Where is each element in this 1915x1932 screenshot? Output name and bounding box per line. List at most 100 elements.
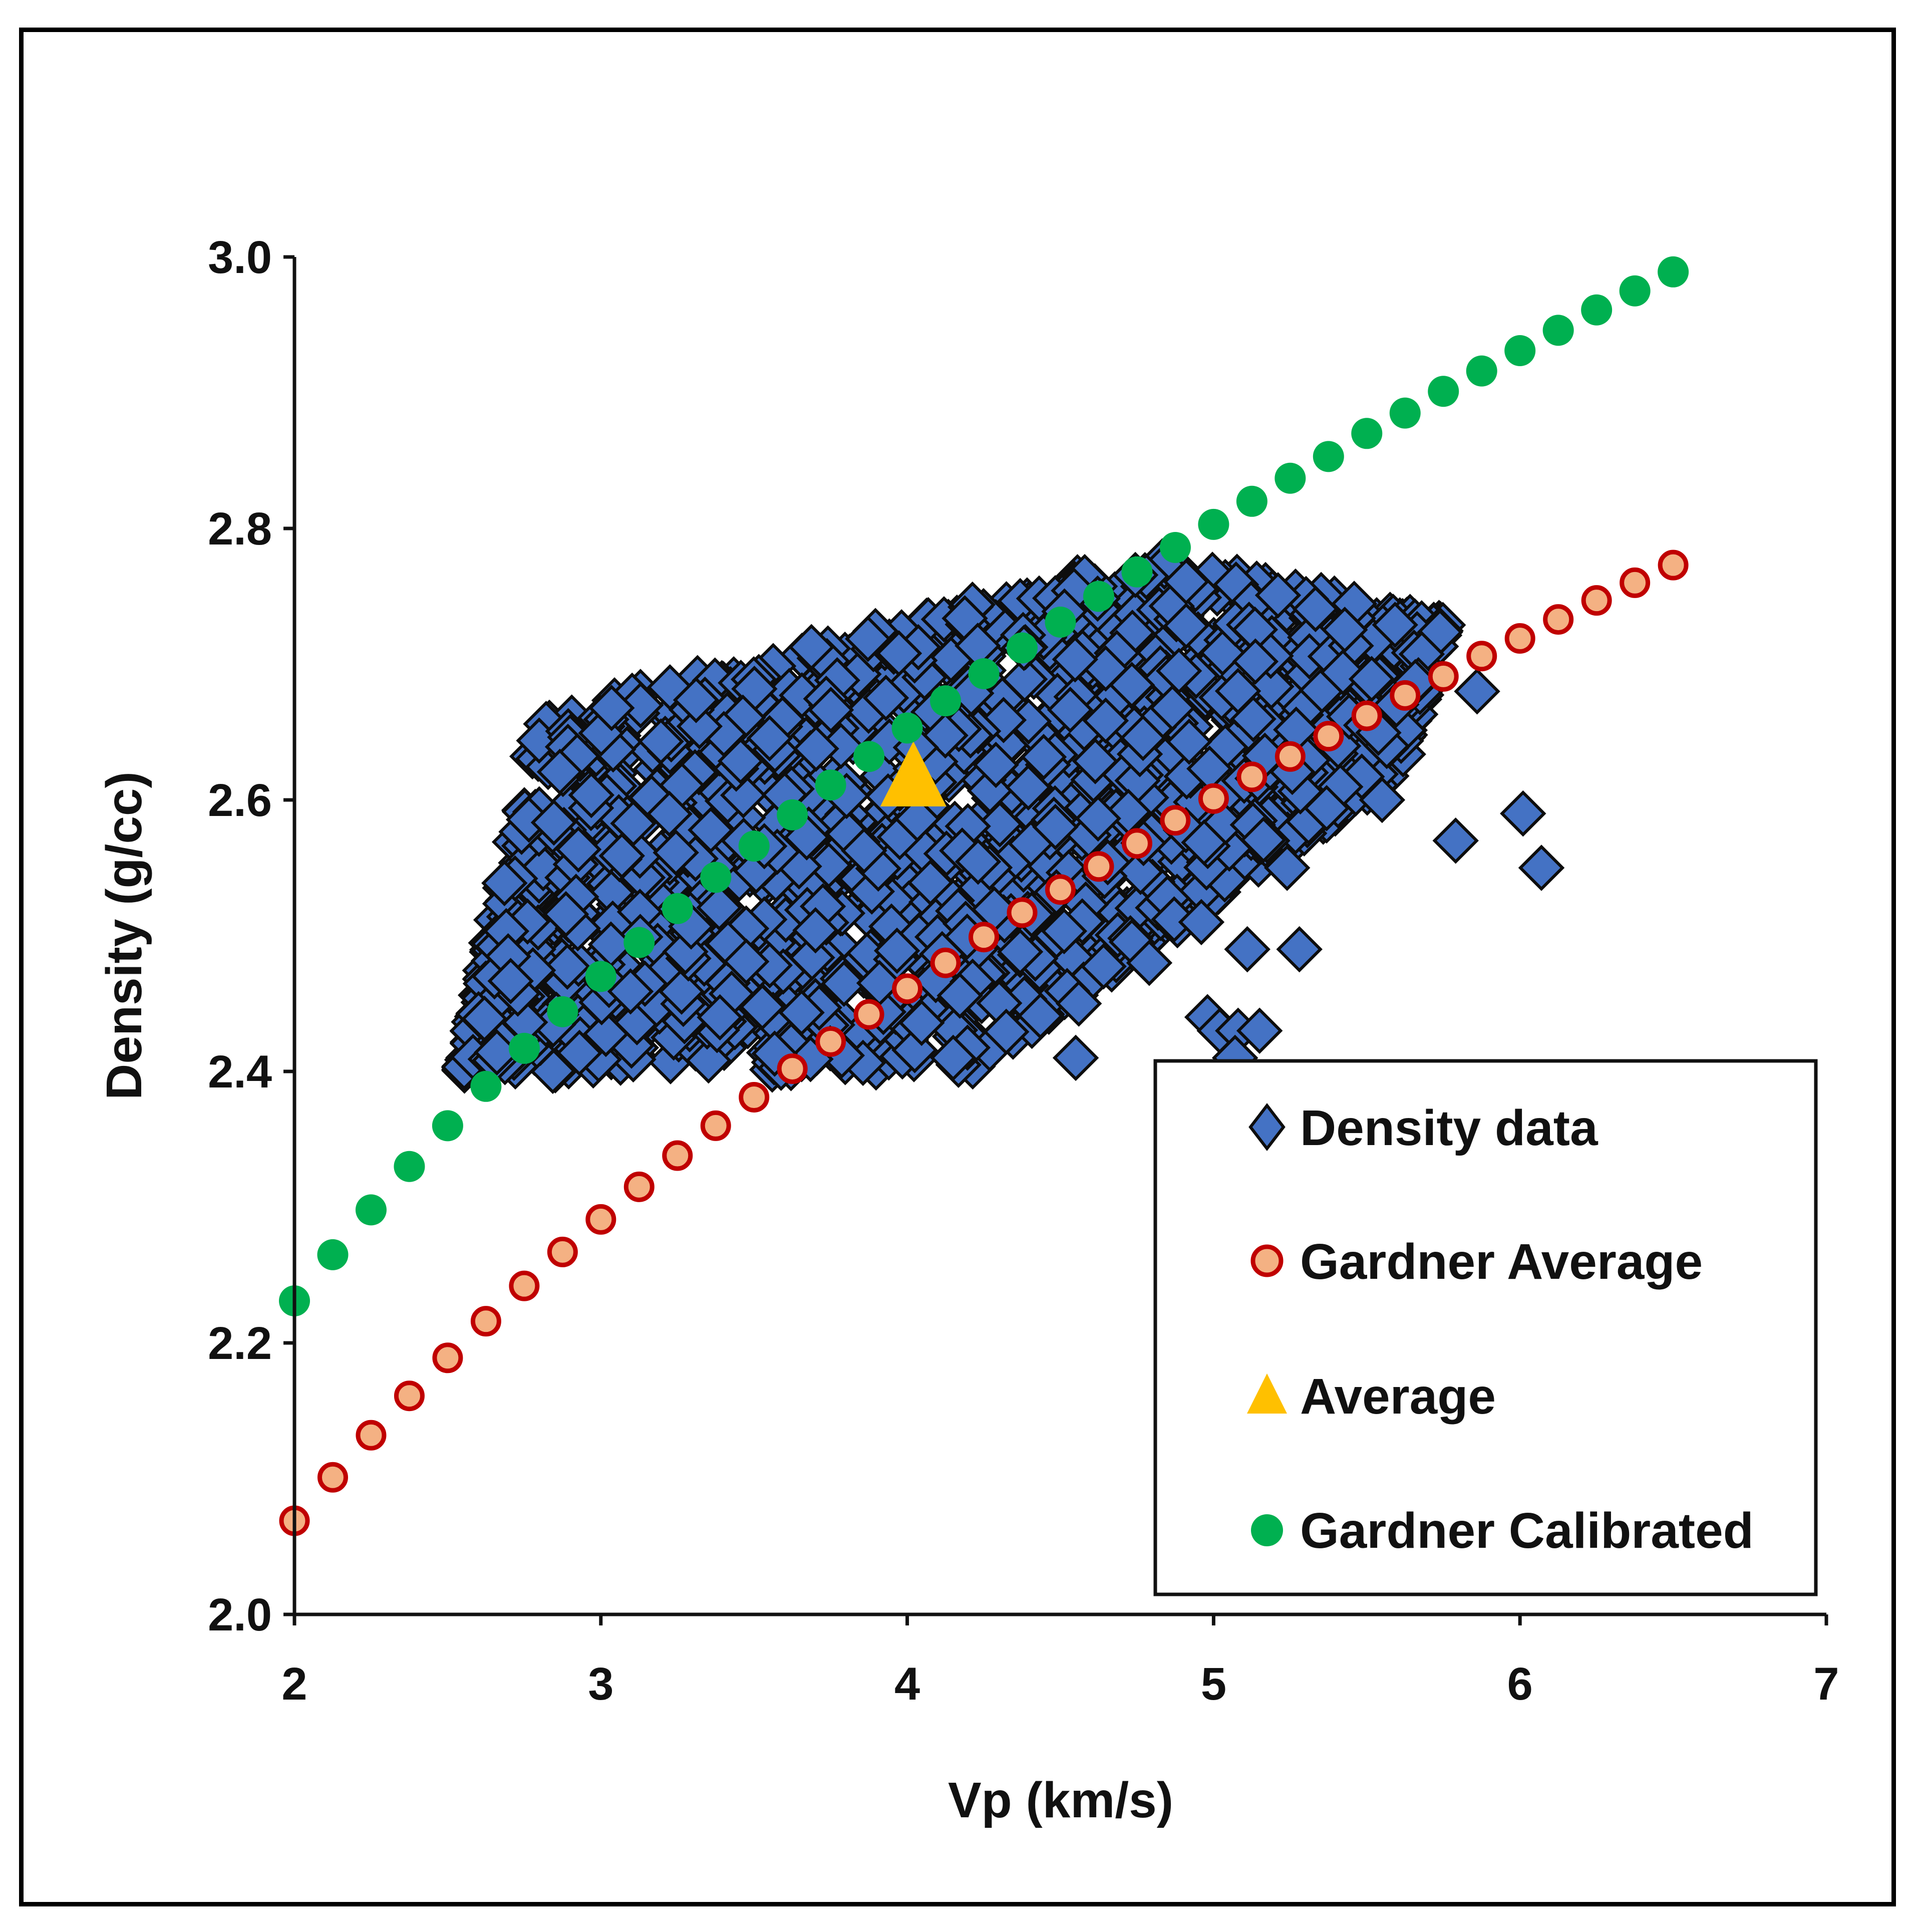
- density-data-point: [696, 884, 743, 931]
- density-data-point: [1232, 638, 1279, 685]
- gardner-calibrated-point: [508, 1032, 540, 1064]
- density-data-point: [461, 995, 508, 1042]
- density-data-point: [805, 842, 852, 889]
- gardner-calibrated-point: [1351, 418, 1383, 449]
- density-data-point: [673, 677, 720, 723]
- density-data-point: [688, 806, 734, 854]
- density-data-point: [1001, 656, 1048, 703]
- density-data-point: [1032, 803, 1079, 851]
- density-data-point: [588, 685, 635, 731]
- density-data-point: [1047, 686, 1094, 733]
- density-data-point: [983, 1008, 1030, 1055]
- gardner-calibrated-point: [1198, 508, 1229, 540]
- density-data-point: [1199, 629, 1246, 676]
- legend-marker-average: [1247, 1373, 1287, 1414]
- gardner-calibrated-point: [1658, 256, 1689, 288]
- gardner-average-point: [1083, 851, 1114, 882]
- gardner-calibrated-point: [1121, 556, 1153, 588]
- density-data-point: [1322, 607, 1368, 653]
- density-data-point: [907, 859, 954, 906]
- gardner-calibrated-point: [738, 831, 770, 862]
- density-data-point: [1224, 926, 1270, 973]
- density-data-point: [1214, 668, 1261, 714]
- gardner-average-point: [662, 1140, 693, 1171]
- density-data-point: [739, 984, 786, 1030]
- density-data-point: [936, 972, 983, 1019]
- gardner-calibrated-point: [968, 658, 1000, 689]
- x-ticks: 2 3 4 5 6 7: [281, 1614, 1839, 1710]
- density-data-point: [788, 624, 835, 671]
- density-data-point: [793, 725, 839, 772]
- density-data-point: [598, 833, 646, 879]
- gardner-calibrated-point: [930, 685, 962, 717]
- density-data-point: [658, 968, 705, 1015]
- gardner-average-series: [279, 549, 1689, 1536]
- density-data-point: [1020, 733, 1067, 780]
- gardner-average-point: [1313, 721, 1344, 752]
- gardner-calibrated-point: [1389, 397, 1421, 429]
- gardner-calibrated-point: [1466, 355, 1497, 387]
- gardner-calibrated-point: [700, 862, 732, 893]
- gardner-calibrated-point: [317, 1239, 349, 1270]
- legend-box: [1153, 1059, 1818, 1596]
- gardner-calibrated-point: [1159, 531, 1191, 563]
- density-data-point: [481, 860, 528, 907]
- density-data-point: [1149, 685, 1196, 731]
- gardner-average-point: [547, 1236, 578, 1267]
- density-data-point: [1080, 943, 1127, 990]
- density-data-point: [954, 838, 1002, 885]
- legend: Density data Gardner Average Average Gar…: [1153, 1059, 1818, 1596]
- x-axis-title: Vp (km/s): [948, 1772, 1173, 1828]
- density-data-point: [717, 738, 764, 784]
- gardner-calibrated-point: [585, 961, 616, 992]
- density-data-point: [1181, 819, 1227, 866]
- gardner-calibrated-point: [1313, 441, 1344, 472]
- y-tick-label: 2.8: [208, 503, 272, 555]
- gardner-average-point: [394, 1381, 425, 1412]
- gardner-average-point: [1390, 680, 1421, 711]
- gardner-calibrated-point: [355, 1194, 387, 1226]
- gardner-average-point: [585, 1204, 616, 1235]
- density-data-point: [1017, 993, 1064, 1039]
- gardner-average-point: [700, 1110, 731, 1141]
- gardner-calibrated-point: [394, 1151, 425, 1182]
- gardner-average-point: [432, 1342, 463, 1373]
- gardner-average-point: [969, 922, 1000, 953]
- density-data-point: [1240, 816, 1287, 863]
- density-data-point: [821, 960, 867, 1007]
- density-data-point: [875, 630, 922, 677]
- density-data-point: [544, 943, 591, 990]
- density-data-point: [746, 715, 793, 762]
- legend-label-average: Average: [1300, 1368, 1496, 1425]
- gardner-calibrated-point: [815, 769, 846, 801]
- density-data-point: [697, 994, 743, 1041]
- density-data-point: [807, 687, 854, 733]
- x-tick-label: 3: [588, 1659, 613, 1710]
- density-data-point: [720, 772, 767, 818]
- density-data-point: [894, 795, 941, 843]
- density-data-point: [662, 928, 709, 975]
- density-data-point: [1155, 648, 1202, 694]
- gardner-average-point: [1351, 700, 1382, 731]
- gardner-average-point: [1428, 661, 1459, 692]
- legend-marker-gardner-average: [1250, 1244, 1284, 1277]
- density-data-point: [898, 999, 945, 1046]
- density-data-point: [792, 907, 839, 954]
- density-data-point: [1075, 795, 1121, 842]
- density-data-point: [873, 927, 920, 974]
- x-tick-label: 7: [1813, 1659, 1839, 1710]
- gardner-calibrated-point: [1274, 462, 1306, 494]
- gardner-average-point: [1620, 567, 1651, 598]
- density-data-point: [607, 968, 654, 1015]
- density-data-point: [1518, 845, 1565, 891]
- density-data-point: [1320, 649, 1366, 696]
- gardner-calibrated-point: [1619, 275, 1651, 307]
- density-data-point: [1292, 586, 1339, 633]
- x-tick-label: 4: [894, 1659, 920, 1710]
- density-data-point: [1005, 764, 1052, 811]
- density-data-point: [1055, 980, 1102, 1027]
- y-tick-label: 2.4: [208, 1046, 272, 1097]
- density-data-point: [555, 826, 602, 873]
- density-data-point: [1120, 714, 1166, 761]
- density-data-point: [1372, 602, 1418, 648]
